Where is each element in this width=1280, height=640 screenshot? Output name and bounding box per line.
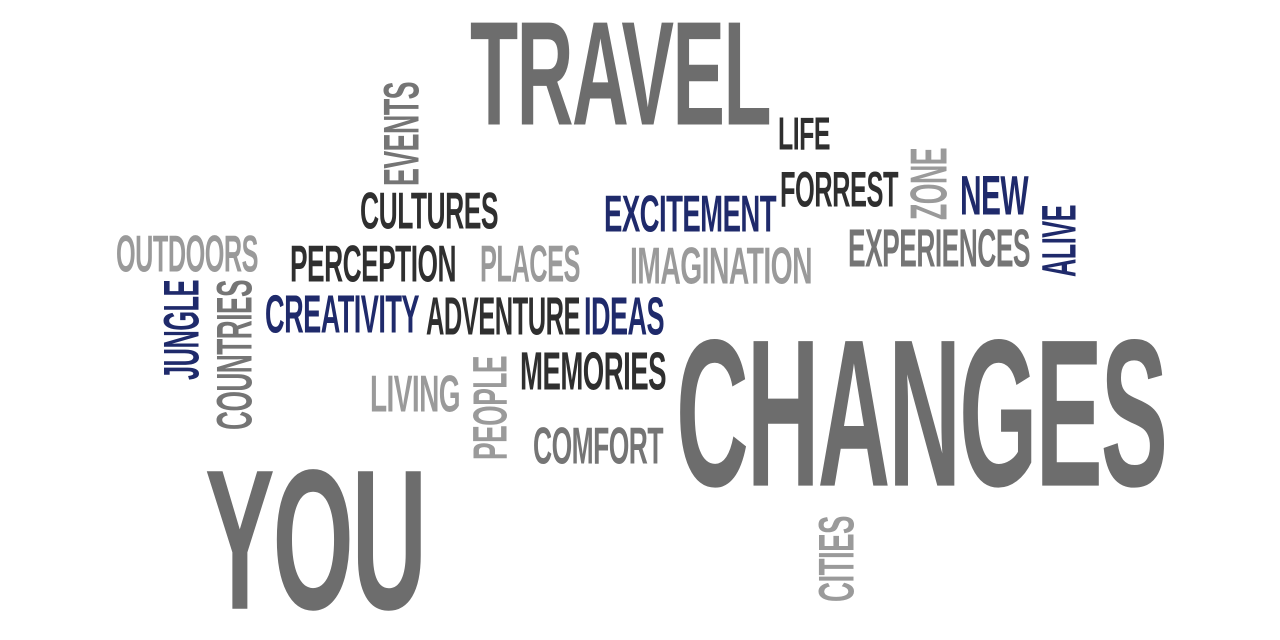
word-memories: MEMORIES — [520, 341, 667, 402]
word-adventure: ADVENTURE — [426, 286, 581, 347]
word-people: PEOPLE — [463, 356, 517, 460]
word-you: YOU — [205, 428, 427, 640]
word-excitement: EXCITEMENT — [604, 184, 777, 243]
word-living: LIVING — [370, 364, 461, 423]
word-travel: TRAVEL — [470, 0, 772, 157]
word-jungle: JUNGLE — [154, 280, 210, 380]
word-perception: PERCEPTION — [290, 234, 457, 293]
word-outdoors: OUTDOORS — [116, 224, 259, 283]
word-comfort: COMFORT — [533, 416, 664, 475]
word-cities: CITIES — [809, 516, 865, 602]
word-places: PLACES — [480, 234, 581, 293]
word-life: LIFE — [778, 109, 831, 160]
word-ideas: IDEAS — [584, 286, 665, 347]
word-zone: ZONE — [899, 148, 958, 220]
word-imagination: IMAGINATION — [630, 236, 813, 295]
word-experiences: EXPERIENCES — [848, 218, 1031, 279]
word-alive: ALIVE — [1032, 204, 1086, 277]
word-cultures: CULTURES — [360, 181, 499, 240]
word-new: NEW — [960, 164, 1029, 227]
word-changes: CHANGES — [676, 295, 1168, 531]
word-events: EVENTS — [374, 81, 430, 186]
word-forrest: FORREST — [780, 162, 898, 218]
word-creativity: CREATIVITY — [265, 284, 420, 345]
word-countries: COUNTRIES — [207, 280, 263, 430]
